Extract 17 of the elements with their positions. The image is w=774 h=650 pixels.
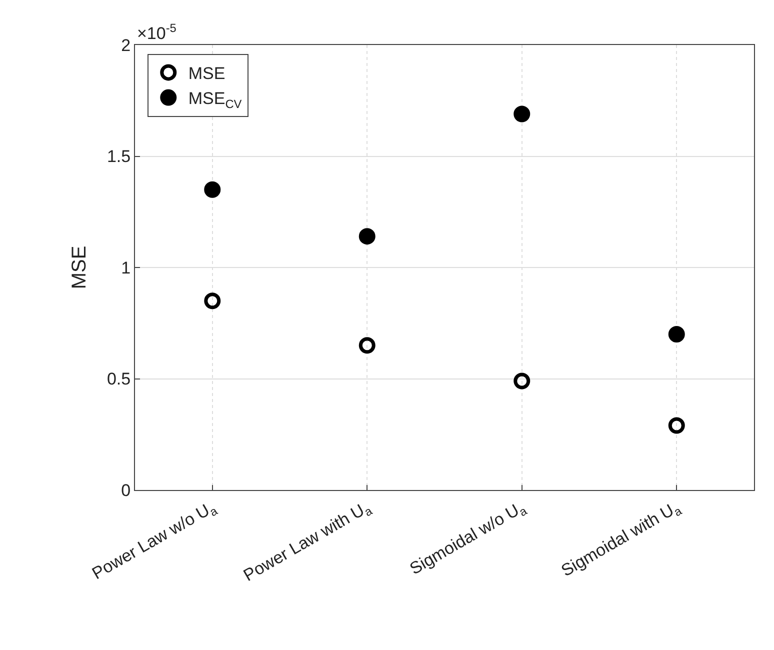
y-axis-title: MSE <box>68 246 90 290</box>
point <box>514 372 530 390</box>
point <box>668 417 685 434</box>
point <box>204 181 221 198</box>
y-tick-label: 0.5 <box>106 370 131 389</box>
point <box>514 106 530 122</box>
y-tick-label: 0 <box>121 480 131 500</box>
point <box>358 337 376 354</box>
y-tick-label: 1 <box>121 258 131 278</box>
y-tick-label: 2 <box>121 36 131 55</box>
legend-label: MSE$_{CV}$ <box>188 89 242 111</box>
point <box>668 326 685 342</box>
text: ×10$^{-5}$ <box>137 21 177 44</box>
point <box>358 228 376 245</box>
legend-label: MSE <box>188 64 226 84</box>
y-tick-label: 1.5 <box>106 147 131 166</box>
point <box>204 292 221 310</box>
